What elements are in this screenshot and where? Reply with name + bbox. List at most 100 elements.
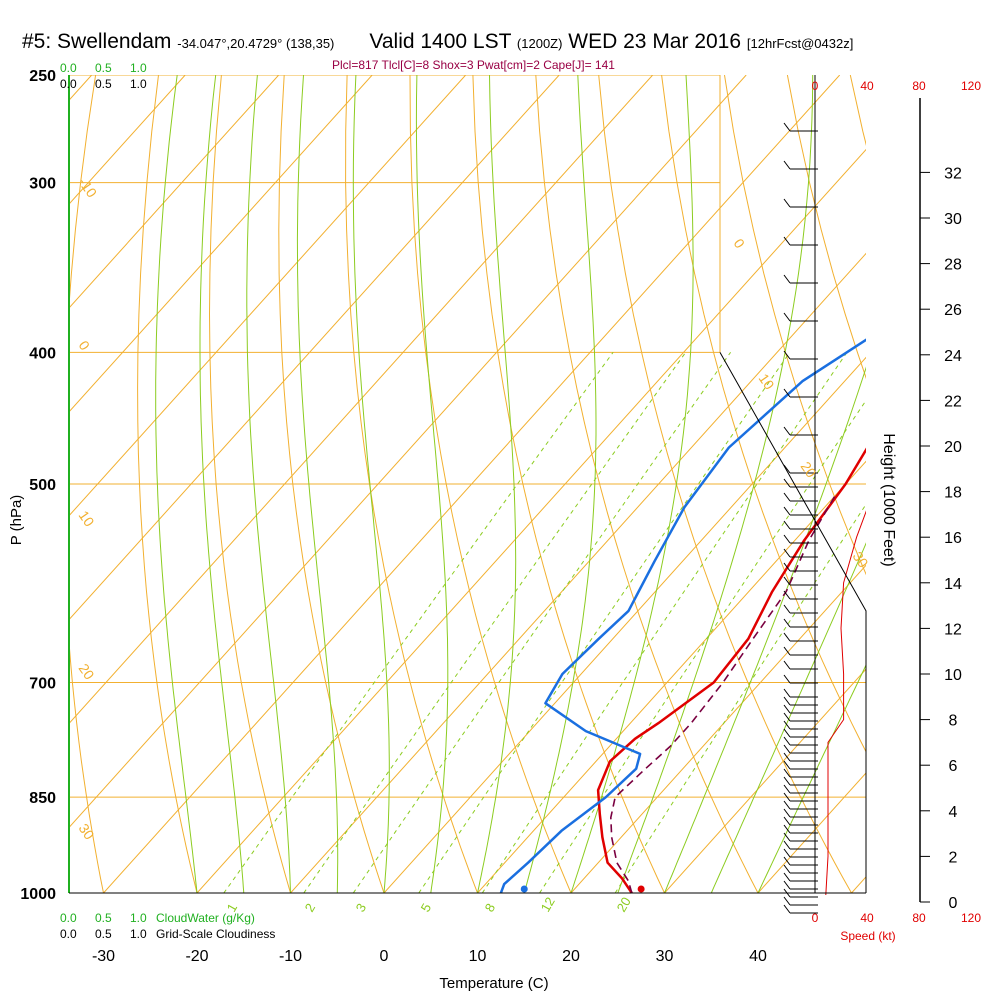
wind-barb-flag xyxy=(783,464,791,474)
height-tick-label: 26 xyxy=(944,302,962,319)
isotherm-label: 20 xyxy=(76,661,98,683)
cloudwater-tick-top: 0.5 xyxy=(95,61,112,75)
dewpoint-curve xyxy=(499,338,866,894)
wind-barb-flag xyxy=(783,728,791,738)
y-tick-label: 300 xyxy=(29,176,56,193)
isotherm-line xyxy=(69,75,654,725)
wind-barb-flag xyxy=(783,904,791,914)
y-tick-label: 400 xyxy=(29,345,56,362)
moist-adiabat-line xyxy=(617,75,814,894)
x-tick-label: 30 xyxy=(656,948,674,965)
wind-barb-flag xyxy=(783,832,791,842)
height-tick-label: 18 xyxy=(944,485,962,502)
y-tick-label: 250 xyxy=(29,68,56,85)
mixing-ratio-line xyxy=(352,352,732,894)
station-name: #5: Swellendam xyxy=(22,30,172,53)
isotherm-label: 30 xyxy=(76,821,98,843)
dry-adiabat-line xyxy=(472,75,665,894)
height-axis-label: Height (1000 Feet) xyxy=(880,433,897,566)
height-tick-label: 8 xyxy=(949,713,958,730)
x-axis-label: Temperature (C) xyxy=(439,975,548,992)
chart-title: #5: Swellendam -34.047°,20.4729° (138,35… xyxy=(22,30,853,54)
wind-barb-flag xyxy=(783,712,791,722)
wind-speed-tick-top: 80 xyxy=(912,79,926,93)
wind-barb-flag xyxy=(783,808,791,818)
station-coords: -34.047°,20.4729° (138,35) xyxy=(177,36,335,51)
dry-adiabat-line xyxy=(661,75,866,753)
wind-barb-flag xyxy=(783,506,791,516)
mixing-ratio-line xyxy=(223,352,614,894)
wind-barb-flag xyxy=(783,198,791,208)
dry-adiabat-line xyxy=(724,75,866,576)
cloudiness-tick-bottom: 0.0 xyxy=(60,927,77,941)
cloudwater-tick-bottom: 0.5 xyxy=(95,911,112,925)
height-tick-label: 2 xyxy=(949,849,958,866)
wind-barb-flag xyxy=(783,880,791,890)
wind-barb-flag xyxy=(783,848,791,858)
axes xyxy=(68,75,930,903)
wind-speed-profile xyxy=(825,510,866,895)
wind-barb-flag xyxy=(783,534,791,544)
moist-adiabat-line xyxy=(757,664,866,894)
wind-barb-flag xyxy=(783,478,791,488)
dewpoint-surface-marker xyxy=(520,885,528,893)
mixing-ratio-label: 8 xyxy=(482,901,499,915)
height-tick-label: 16 xyxy=(944,530,962,547)
wind-barb-flag xyxy=(783,646,791,656)
y-axis-label: P (hPa) xyxy=(8,495,25,546)
tropopause-boundary xyxy=(719,352,867,893)
wind-barb-flag xyxy=(783,776,791,786)
wind-barb-flag xyxy=(783,760,791,770)
y-tick-label: 500 xyxy=(29,477,56,494)
cloudwater-tick-top: 1.0 xyxy=(130,61,147,75)
mixing-ratio-label: 5 xyxy=(418,901,435,915)
height-tick-label: 6 xyxy=(949,758,958,775)
moist-adiabat-line xyxy=(352,75,390,894)
cloudiness-label: Grid-Scale Cloudiness xyxy=(156,927,275,941)
height-tick-label: 22 xyxy=(944,393,962,410)
height-tick-label: 28 xyxy=(944,257,962,274)
isotherm-line xyxy=(851,876,866,894)
isotherm-line xyxy=(69,75,560,621)
mixing-ratio-label: 20 xyxy=(614,894,634,914)
dry-adiabat-line xyxy=(69,75,104,894)
cloudiness-tick-top: 1.0 xyxy=(130,77,147,91)
isotherm-label: 10 xyxy=(756,371,778,393)
dry-adiabat-line xyxy=(137,75,198,894)
mixing-ratio-line xyxy=(481,352,848,894)
isotherm-line xyxy=(69,75,280,309)
moist-adiabat-line xyxy=(710,542,866,894)
isotherm-label: 10 xyxy=(76,508,98,530)
wind-barb-flag xyxy=(783,312,791,322)
x-tick-label: 0 xyxy=(380,948,389,965)
moist-adiabat-line xyxy=(664,366,866,894)
x-tick-label: 20 xyxy=(562,948,580,965)
dry-adiabat-line xyxy=(976,75,1000,893)
isotherm-line xyxy=(196,148,866,894)
wind-barb-flag xyxy=(783,840,791,850)
x-tick-label: 40 xyxy=(749,948,767,965)
moist-adiabat-line xyxy=(570,75,694,894)
height-tick-label: 30 xyxy=(944,211,962,228)
wind-barbs xyxy=(783,122,818,914)
temperature-surface-marker xyxy=(637,885,645,893)
isotherm-line xyxy=(69,75,467,517)
temperature-curve xyxy=(596,447,866,894)
wind-barb-flag xyxy=(783,350,791,360)
height-tick-label: 4 xyxy=(949,804,958,821)
mixing-ratio-line xyxy=(614,503,866,894)
mixing-ratio-label: 12 xyxy=(538,894,558,914)
height-tick-label: 32 xyxy=(944,165,962,182)
wind-barb-flag xyxy=(783,122,791,132)
cloudiness-tick-bottom: 0.5 xyxy=(95,927,112,941)
cloudiness-tick-top: 0.5 xyxy=(95,77,112,91)
mixing-ratio-label: 3 xyxy=(353,901,370,915)
dry-adiabat-line xyxy=(0,75,33,893)
wind-speed-tick-bottom: 0 xyxy=(812,911,819,925)
wind-barb-flag xyxy=(783,618,791,628)
wind-barb-flag xyxy=(783,632,791,642)
cloudwater-tick-bottom: 0.0 xyxy=(60,911,77,925)
wind-speed-tick-top: 40 xyxy=(860,79,874,93)
isotherm-label: 0 xyxy=(76,338,94,354)
dry-adiabat-line xyxy=(208,75,291,894)
